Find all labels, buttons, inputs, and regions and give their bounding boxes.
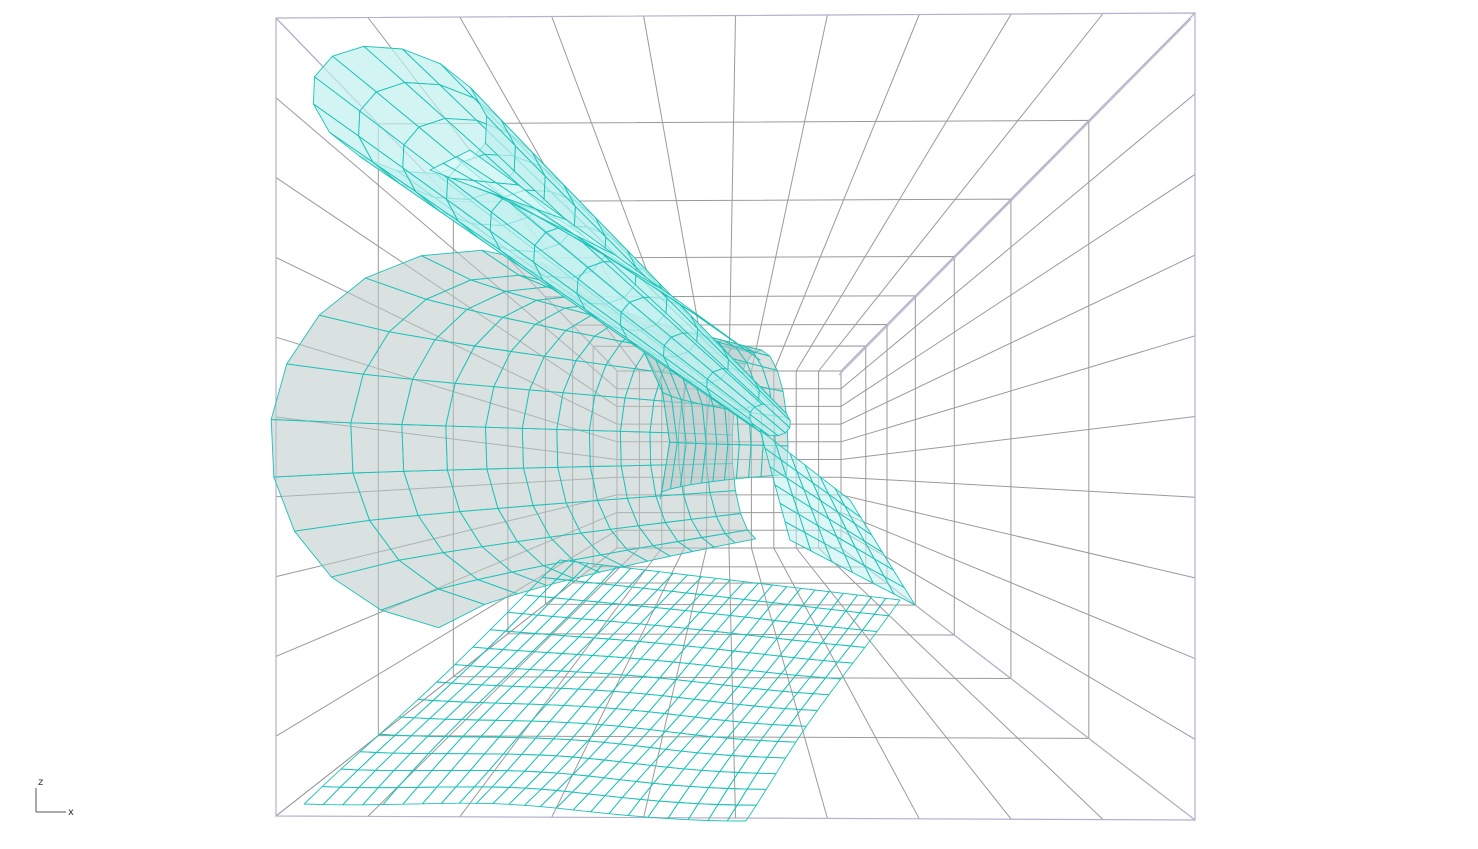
floor-line — [818, 547, 1104, 820]
right-wall-line — [840, 476, 1196, 498]
mesh-face — [619, 430, 652, 467]
right-wall-line — [840, 494, 1196, 579]
right-wall-line — [840, 512, 1196, 660]
tube-highlight — [429, 149, 761, 361]
ceiling-line — [643, 15, 708, 372]
mesh-face — [883, 576, 916, 606]
axis-indicator: z x — [35, 777, 74, 818]
ceiling-line — [795, 13, 1012, 372]
right-wall-line — [840, 335, 1196, 443]
mesh-face — [588, 394, 626, 432]
mesh-face — [588, 429, 622, 467]
floor-line — [459, 547, 663, 818]
mesh-face — [521, 427, 559, 469]
mesh-face — [758, 389, 791, 429]
mesh-face — [270, 419, 354, 478]
frame-edge — [840, 12, 1196, 372]
floor-sheet — [303, 559, 901, 822]
tube-surface — [312, 45, 791, 437]
x-axis-label: x — [68, 807, 74, 818]
right-wall-line — [840, 93, 1196, 390]
ceiling-line — [750, 14, 828, 372]
floor-line — [728, 547, 736, 819]
mesh-face — [556, 428, 591, 468]
throat-fin — [759, 429, 916, 606]
mesh-face — [401, 424, 448, 472]
floor-line — [643, 547, 708, 818]
right-wall-line — [840, 529, 1196, 740]
z-axis-label: z — [38, 777, 43, 788]
mesh-face — [653, 286, 761, 361]
surface-mesh[interactable] — [270, 45, 916, 822]
mesh-face — [445, 425, 488, 471]
floor-line — [367, 547, 640, 817]
frame-edge — [838, 18, 1192, 376]
right-wall-line — [840, 416, 1196, 460]
ceiling-line — [818, 13, 1104, 372]
mesh-face — [726, 804, 757, 822]
mesh-face — [485, 426, 524, 470]
right-wall-line — [840, 173, 1196, 407]
mesh-face — [556, 392, 596, 431]
mesh-face — [485, 386, 530, 429]
mesh-face — [273, 472, 370, 532]
floor-line — [551, 547, 685, 818]
right-wall-line — [840, 254, 1196, 425]
mesh-face — [350, 422, 405, 474]
mesh-face — [619, 397, 655, 433]
mesh-face — [620, 464, 657, 499]
ceiling-line — [773, 14, 920, 372]
funnel-surface — [270, 249, 789, 629]
mesh-face — [521, 389, 564, 430]
floor-line — [795, 547, 1012, 820]
floor-line — [773, 547, 920, 820]
ceiling-line — [728, 15, 736, 372]
